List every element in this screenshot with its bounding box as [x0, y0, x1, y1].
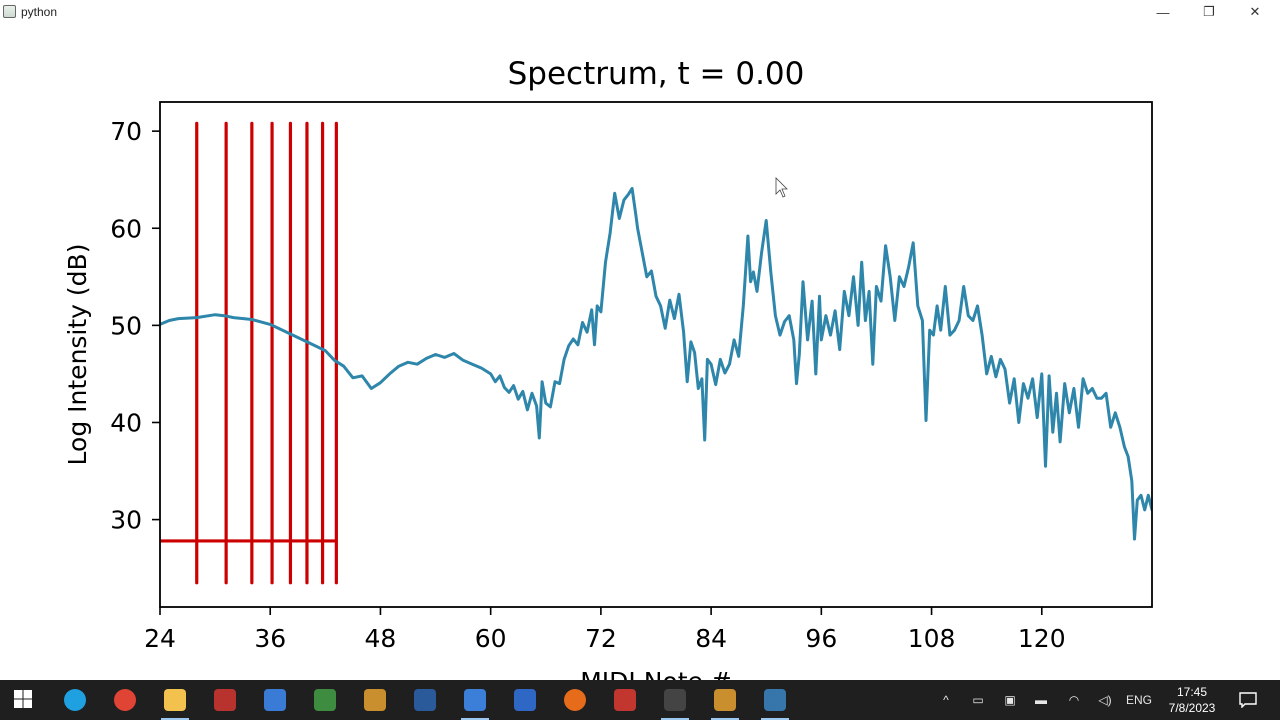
edge-icon-glyph	[64, 689, 86, 711]
x-tick-label: 108	[908, 624, 956, 653]
firefox-icon[interactable]	[551, 680, 599, 720]
y-tick-label: 70	[110, 117, 142, 146]
plot-area	[159, 101, 1153, 608]
axes-frame	[159, 101, 1153, 608]
app-icon-red[interactable]	[201, 680, 249, 720]
x-axis-label: MIDI Note #	[580, 667, 732, 680]
meet-icon[interactable]: ▭	[972, 693, 984, 707]
chrome-icon-glyph	[114, 689, 136, 711]
x-tick-label: 36	[254, 624, 286, 653]
chrome-icon[interactable]	[101, 680, 149, 720]
start-icon-glyph	[13, 689, 35, 711]
file-explorer-icon[interactable]	[151, 680, 199, 720]
spectrum-series-line	[160, 186, 1152, 541]
firefox-icon-glyph	[564, 689, 586, 711]
clock-time: 17:45	[1176, 685, 1208, 699]
security-icon[interactable]: ▣	[1004, 693, 1016, 707]
notification-icon[interactable]	[1230, 688, 1266, 712]
word-icon[interactable]	[501, 680, 549, 720]
x-tick-label: 24	[144, 624, 176, 653]
minimize-button[interactable]: —	[1156, 4, 1170, 20]
app-icon-red-glyph	[214, 689, 236, 711]
y-tick-label: 40	[110, 408, 142, 437]
app-icon-doc-glyph	[464, 689, 486, 711]
file-explorer-icon-glyph	[164, 689, 186, 711]
python-icon-glyph	[764, 689, 786, 711]
app-icon-green-glyph	[314, 689, 336, 711]
app-icon-green[interactable]	[301, 680, 349, 720]
x-tick-label: 120	[1018, 624, 1066, 653]
y-tick-label: 60	[110, 214, 142, 243]
edge-icon[interactable]	[51, 680, 99, 720]
x-tick-label: 72	[585, 624, 617, 653]
app-icon-doc[interactable]	[451, 680, 499, 720]
clock-date: 7/8/2023	[1168, 701, 1216, 715]
terminal-icon[interactable]	[651, 680, 699, 720]
spectrum-figure: Spectrum, t = 0.00 Log Intensity (dB) MI…	[63, 56, 1153, 680]
x-tick-label: 96	[805, 624, 837, 653]
clock[interactable]: 17:45 7/8/2023	[1160, 684, 1224, 716]
close-button[interactable]: ✕	[1249, 4, 1261, 19]
window-title: python	[21, 5, 58, 19]
app-icon-arc[interactable]	[601, 680, 649, 720]
app-icon-diamond-2[interactable]	[701, 680, 749, 720]
app-icon-compass-glyph	[264, 689, 286, 711]
app-icon-arc-glyph	[614, 689, 636, 711]
app-icon-diamond-2-glyph	[714, 689, 736, 711]
restore-button[interactable]: ❐	[1203, 4, 1215, 19]
terminal-icon-glyph	[664, 689, 686, 711]
show-hidden-icons-icon[interactable]: ^	[943, 693, 949, 707]
volume-icon[interactable]: ◁)	[1098, 693, 1112, 707]
python-window-icon	[3, 5, 16, 18]
x-tick-label: 60	[475, 624, 507, 653]
language-indicator[interactable]: ENG	[1125, 693, 1152, 707]
app-icon-wave[interactable]	[401, 680, 449, 720]
chart-title: Spectrum, t = 0.00	[508, 56, 805, 92]
wifi-icon[interactable]: ◠	[1068, 693, 1080, 707]
title-bar[interactable]: python — ❐ ✕	[0, 0, 1280, 24]
y-tick-label: 30	[110, 506, 142, 535]
app-icon-diamond-glyph	[364, 689, 386, 711]
y-tick-label: 50	[110, 311, 142, 340]
start-icon[interactable]	[0, 680, 48, 720]
python-window: python — ❐ ✕ Spectrum, t = 0.00 Log Inte…	[0, 0, 1280, 680]
taskbar: ^ ▭ ▣ ▬ ◠ ◁) ENG 17:45 7/8/2023	[0, 680, 1280, 720]
app-icon-diamond[interactable]	[351, 680, 399, 720]
app-icon-wave-glyph	[414, 689, 436, 711]
x-tick-label: 84	[695, 624, 727, 653]
axis-ticks: 24 36 48 60 72 84 96 108 120 30 40 50 60 70	[110, 117, 1065, 653]
battery-icon[interactable]: ▬	[1035, 693, 1047, 707]
word-icon-glyph	[514, 689, 536, 711]
x-tick-label: 48	[365, 624, 397, 653]
y-axis-label: Log Intensity (dB)	[63, 244, 92, 466]
python-icon[interactable]	[751, 680, 799, 720]
mouse-cursor-icon	[775, 177, 788, 198]
app-icon-compass[interactable]	[251, 680, 299, 720]
